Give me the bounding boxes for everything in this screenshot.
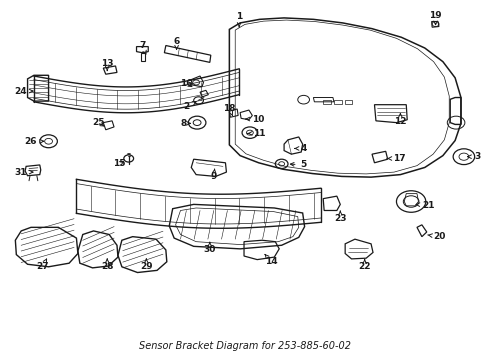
- Text: 17: 17: [387, 154, 405, 163]
- Text: 21: 21: [416, 201, 435, 210]
- Text: 16: 16: [180, 79, 193, 88]
- Text: 11: 11: [248, 129, 266, 138]
- Text: 3: 3: [468, 152, 480, 161]
- Text: 28: 28: [101, 259, 114, 271]
- Text: 2: 2: [184, 102, 196, 111]
- Text: 30: 30: [204, 242, 216, 255]
- Text: 20: 20: [428, 232, 445, 241]
- Text: 15: 15: [113, 159, 125, 168]
- Text: 31: 31: [14, 168, 33, 177]
- Text: 19: 19: [429, 11, 442, 25]
- Text: 12: 12: [394, 114, 407, 126]
- Text: 27: 27: [36, 259, 49, 271]
- Text: 13: 13: [101, 59, 114, 71]
- Text: 24: 24: [14, 86, 33, 95]
- Text: Sensor Bracket Diagram for 253-885-60-02: Sensor Bracket Diagram for 253-885-60-02: [139, 341, 351, 351]
- Text: 9: 9: [211, 169, 217, 181]
- Text: 5: 5: [291, 161, 307, 170]
- Text: 1: 1: [236, 12, 242, 27]
- Text: 26: 26: [24, 137, 44, 146]
- Text: 29: 29: [140, 259, 152, 271]
- Text: 22: 22: [359, 260, 371, 271]
- Text: 10: 10: [246, 114, 265, 123]
- Text: 8: 8: [180, 119, 190, 128]
- Text: 25: 25: [92, 118, 105, 127]
- Text: 6: 6: [173, 37, 180, 49]
- Text: 7: 7: [139, 41, 146, 54]
- Text: 18: 18: [223, 104, 236, 116]
- Text: 23: 23: [334, 211, 346, 223]
- Text: 4: 4: [295, 144, 307, 153]
- Text: 14: 14: [265, 255, 278, 266]
